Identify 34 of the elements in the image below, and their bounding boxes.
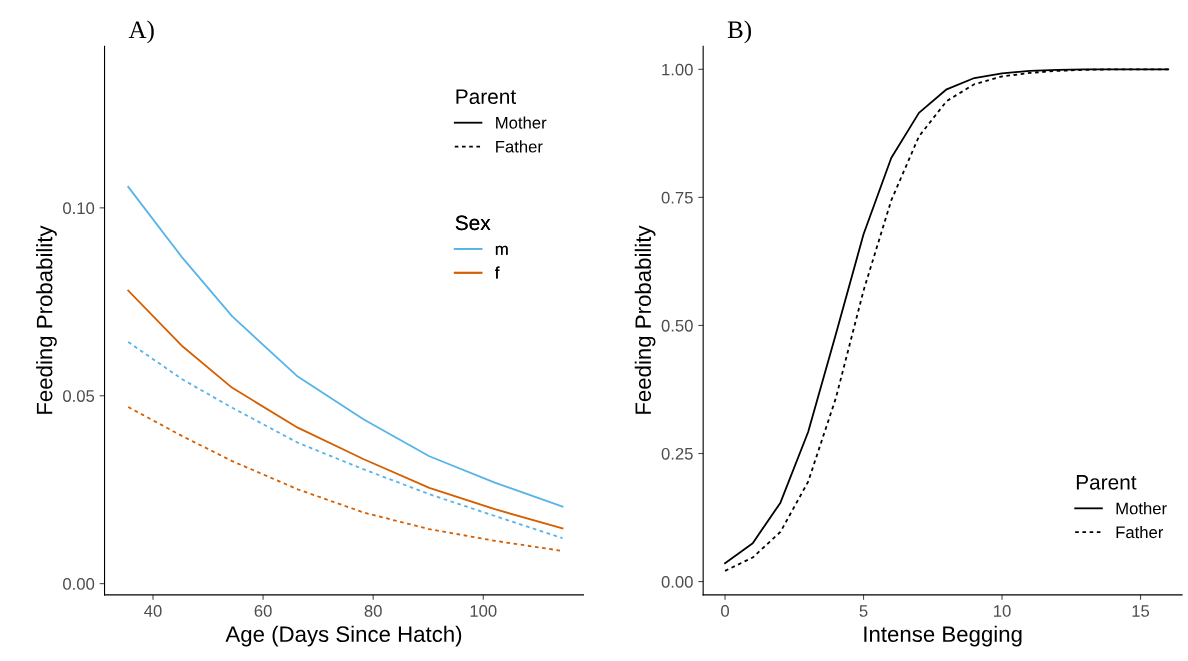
legend-label: m — [495, 245, 508, 255]
y-axis-title: Feeding Probability — [36, 225, 57, 414]
line-series — [127, 289, 564, 530]
x-tick-label: 5 — [859, 605, 868, 617]
x-tick-label: 100 — [470, 605, 497, 617]
y-tick-label: 0.75 — [661, 191, 693, 204]
x-axis-title: Age (Days Since Hatch) — [225, 625, 462, 647]
x-tick-label: 10 — [994, 605, 1011, 617]
legend-label: Mother — [1116, 502, 1167, 515]
annotation: Sex — [455, 215, 491, 231]
y-tick-label: 0.25 — [661, 447, 693, 460]
y-tick-label: 0.10 — [63, 202, 95, 215]
chart-title: B) — [727, 20, 752, 44]
chart-title: A) — [128, 20, 154, 44]
x-tick-label: 40 — [144, 605, 162, 617]
line-series — [127, 341, 564, 540]
x-tick-label: 80 — [364, 605, 382, 617]
y-tick-label: 1.00 — [662, 63, 693, 76]
y-tick-label: 0.05 — [63, 390, 95, 402]
legend-title: Parent — [456, 89, 516, 104]
y-axis-title: Feeding Probability — [634, 225, 656, 414]
x-axis-title: Intense Begging — [864, 625, 1022, 647]
legend-label: Father — [1116, 525, 1164, 539]
line-series — [127, 185, 564, 508]
y-tick-label: 0.50 — [661, 319, 693, 332]
x-tick-label: 0 — [721, 605, 730, 617]
legend-label: f — [495, 266, 500, 279]
x-tick-label: 60 — [254, 605, 272, 617]
legend-title: Parent — [1076, 475, 1137, 490]
legend-label: Father — [496, 140, 543, 153]
y-tick-label: 0.00 — [63, 578, 95, 590]
legend-label: Mother — [496, 116, 547, 129]
x-tick-label: 15 — [1132, 605, 1150, 617]
y-tick-label: 0.00 — [661, 575, 693, 588]
